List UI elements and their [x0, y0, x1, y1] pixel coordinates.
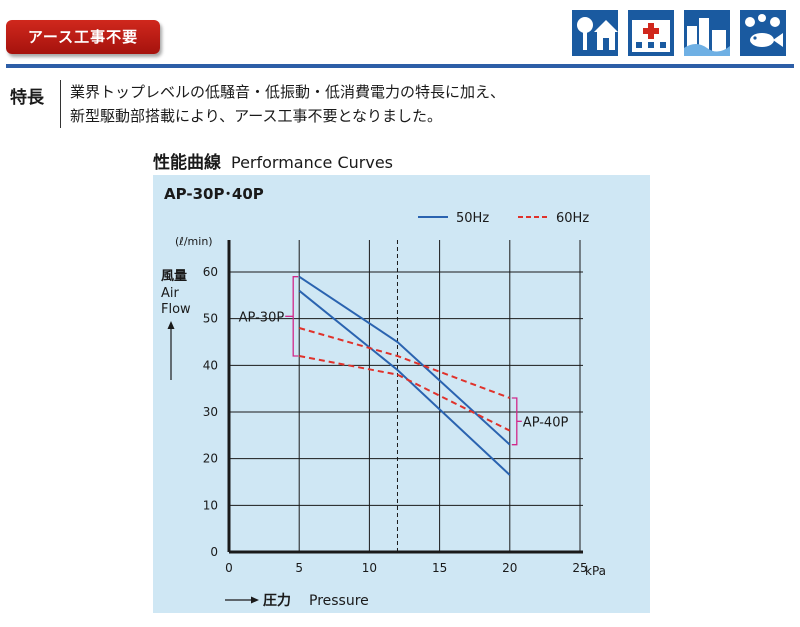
ylabel-jp: 風量	[161, 269, 187, 284]
ylabel-en-2: Flow	[161, 302, 191, 317]
ap30p-label: AP-30P	[239, 310, 285, 325]
ylabel-arrow-head	[167, 321, 175, 329]
x-tick-label: 0	[225, 561, 233, 575]
x-unit: kPa	[585, 564, 606, 578]
usage-icons	[572, 10, 786, 56]
legend-label-60hz: 60Hz	[556, 211, 589, 226]
plot-area: AP-30P AP-40P	[239, 275, 569, 476]
performance-chart: AP-30P･40P (ℓ/min) 風量 Air Flow 圧力 Pressu…	[153, 175, 650, 613]
x-tick-label: 10	[362, 561, 377, 575]
fish-pond-icon	[740, 10, 786, 56]
y-tick-label: 30	[203, 405, 218, 419]
xlabel-en: Pressure	[309, 593, 369, 609]
series-line-ap-40p-60hz	[299, 355, 511, 432]
features-line-1: 業界トップレベルの低騒音・低振動・低消費電力の特長に加え、	[70, 83, 506, 101]
y-tick-label: 10	[203, 498, 218, 512]
features-line-2: 新型駆動部搭載により、アース工事不要となりました。	[70, 107, 443, 125]
features-text: 業界トップレベルの低騒音・低振動・低消費電力の特長に加え、 新型駆動部搭載により…	[70, 80, 505, 128]
section-title-en: Performance Curves	[231, 153, 394, 172]
section-title-jp: 性能曲線	[153, 153, 221, 173]
section-title: 性能曲線 Performance Curves	[153, 148, 393, 173]
ap30p-bracket	[292, 276, 299, 357]
legend: 50Hz 60Hz	[418, 211, 589, 226]
no-grounding-badge: アース工事不要	[6, 20, 160, 54]
series-line-ap-40p-50hz	[298, 275, 511, 446]
y-tick-label: 20	[203, 452, 218, 466]
series-line-ap-30p-50hz	[298, 289, 511, 476]
city-river-icon	[684, 10, 730, 56]
y-unit: (ℓ/min)	[175, 235, 213, 248]
y-tick-label: 50	[203, 312, 218, 326]
ap40p-label: AP-40P	[523, 415, 569, 430]
legend-label-50hz: 50Hz	[456, 211, 489, 226]
x-tick-label: 15	[432, 561, 447, 575]
xlabel-arrow-head	[251, 596, 259, 604]
y-tick-label: 0	[210, 545, 218, 559]
x-tick-label: 25	[572, 561, 587, 575]
chart-title: AP-30P･40P	[164, 185, 264, 203]
header-rule	[6, 64, 794, 68]
chart-svg: AP-30P･40P (ℓ/min) 風量 Air Flow 圧力 Pressu…	[161, 185, 606, 609]
grid: 0 5 10 15 20 25 0 10 20 30 40 50 60	[203, 240, 588, 575]
ap40p-bracket	[511, 397, 518, 446]
features-label: 特長	[10, 88, 44, 108]
x-tick-label: 20	[502, 561, 517, 575]
y-tick-label: 60	[203, 265, 218, 279]
xlabel-jp: 圧力	[263, 592, 291, 609]
hospital-icon	[628, 10, 674, 56]
y-tick-label: 40	[203, 358, 218, 372]
ylabel-en-1: Air	[161, 286, 180, 301]
x-tick-label: 5	[295, 561, 303, 575]
tree-house-icon	[572, 10, 618, 56]
features-divider	[60, 80, 61, 128]
series-line-ap-30p-60hz	[298, 327, 511, 399]
